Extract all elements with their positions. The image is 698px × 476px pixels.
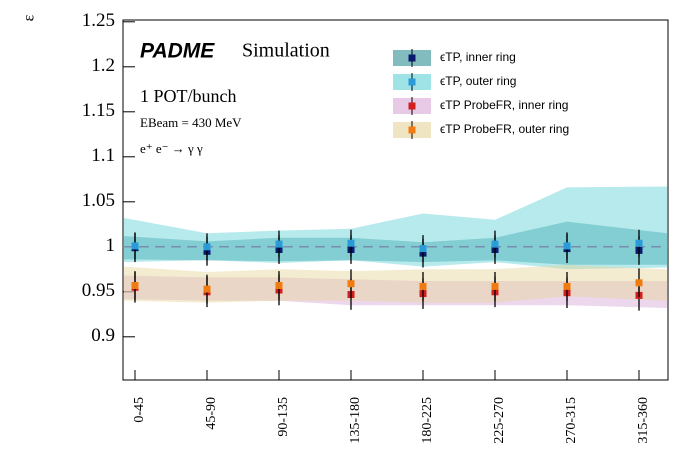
- marker: [491, 282, 499, 290]
- band: [124, 264, 667, 303]
- y-tick-label: 1.25: [82, 10, 115, 31]
- marker: [635, 279, 643, 287]
- marker: [347, 239, 355, 247]
- marker: [563, 242, 571, 250]
- y-tick-label: 1.1: [91, 145, 115, 166]
- band: [124, 186, 667, 270]
- y-tick-label: 0.9: [91, 325, 115, 346]
- legend-label: ϵTP ProbeFR, inner ring: [440, 98, 568, 112]
- x-tick-label: 225-270: [492, 397, 507, 444]
- legend-marker: [408, 102, 416, 110]
- marker: [131, 242, 139, 250]
- x-tick-label: 90-135: [276, 397, 291, 437]
- marker: [131, 282, 139, 289]
- y-label: ε: [21, 14, 38, 21]
- x-tick-label: 180-225: [420, 397, 435, 444]
- band: [124, 221, 667, 265]
- marker: [275, 240, 283, 248]
- annotation: Simulation: [242, 40, 330, 62]
- annotation: EBeam = 430 MeV: [140, 115, 242, 130]
- x-tick-label: 270-315: [564, 397, 579, 444]
- y-tick-label: 1.15: [82, 100, 115, 121]
- y-tick-label: 1.05: [82, 190, 115, 211]
- marker: [419, 245, 427, 253]
- marker: [203, 285, 211, 293]
- marker: [563, 282, 571, 290]
- legend-marker: [408, 78, 416, 86]
- x-tick-label: 0-45: [132, 397, 147, 423]
- annotation: e⁺ e⁻ → γ γ: [140, 141, 203, 156]
- legend-marker: [408, 54, 416, 62]
- marker: [275, 282, 283, 289]
- y-tick-label: 1: [106, 235, 116, 256]
- marker: [635, 239, 643, 247]
- legend-label: ϵTP, inner ring: [440, 50, 516, 64]
- legend-label: ϵTP ProbeFR, outer ring: [440, 122, 569, 136]
- y-tick-label: 0.95: [82, 280, 115, 301]
- band: [124, 275, 667, 308]
- x-tick-label: 45-90: [204, 397, 219, 430]
- frame: [122, 19, 669, 381]
- brand: PADME: [140, 40, 215, 63]
- legend-marker: [408, 126, 416, 134]
- annotation: 1 POT/bunch: [140, 86, 237, 106]
- marker: [203, 243, 211, 251]
- y-tick-label: 1.2: [91, 55, 115, 76]
- legend-label: ϵTP, outer ring: [440, 74, 516, 88]
- x-tick-label: 135-180: [348, 397, 363, 444]
- marker: [347, 280, 355, 288]
- marker: [491, 240, 499, 248]
- x-tick-label: 315-360: [636, 397, 651, 444]
- marker: [419, 282, 427, 290]
